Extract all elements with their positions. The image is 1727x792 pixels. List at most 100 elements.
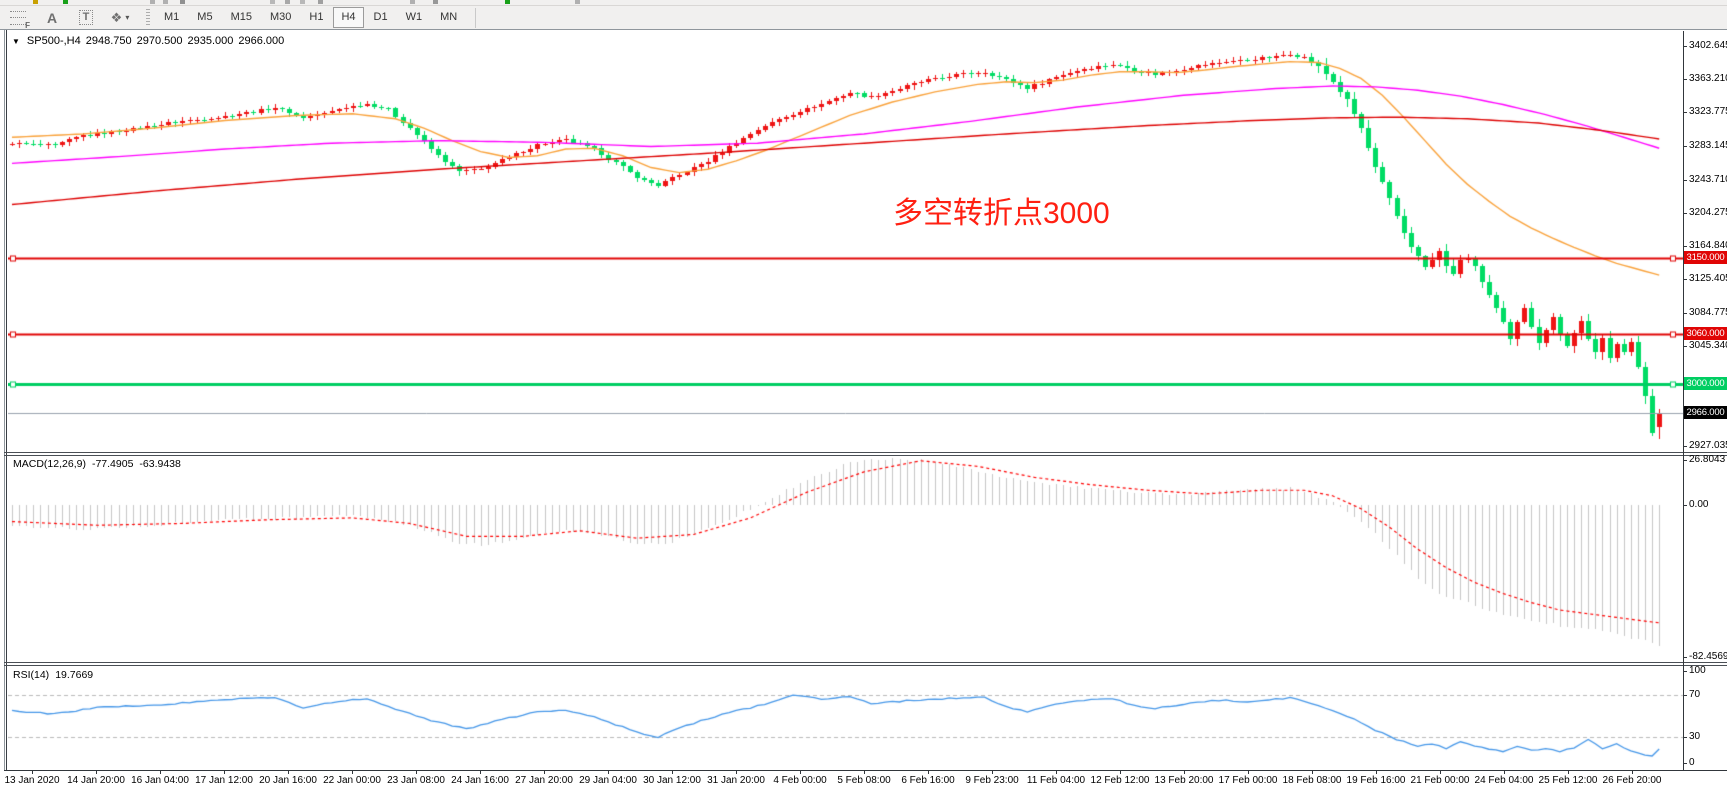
date-tick-label: 31 Jan 20:00 (707, 775, 765, 786)
macd-tick-mark (1683, 505, 1687, 506)
fibonacci-icon: F (10, 10, 30, 30)
clipped-icon (180, 0, 185, 4)
clipped-icon (433, 0, 438, 4)
date-axis-border (4, 770, 1727, 771)
date-tick-label: 9 Feb 23:00 (965, 775, 1019, 786)
macd-tick-mark (1683, 460, 1687, 461)
date-tick-label: 25 Feb 12:00 (1538, 775, 1598, 786)
low-value: 2935.000 (187, 35, 234, 47)
date-tick-mark (1120, 770, 1121, 774)
chart-frame-top (0, 29, 1727, 30)
date-tick-mark (1376, 770, 1377, 774)
date-tick-mark (32, 770, 33, 774)
date-tick-label: 24 Feb 04:00 (1474, 775, 1534, 786)
date-tick-mark (1440, 770, 1441, 774)
clipped-icon (285, 0, 290, 4)
date-tick-mark (672, 770, 673, 774)
price-tick-label: 3283.145 (1689, 140, 1727, 151)
date-tick-label: 18 Feb 08:00 (1282, 775, 1342, 786)
date-tick-label: 30 Jan 12:00 (643, 775, 701, 786)
collapse-triangle-icon[interactable]: ▼ (12, 36, 20, 46)
toolbar-divider (475, 7, 477, 28)
date-tick-label: 14 Jan 20:00 (67, 775, 125, 786)
toolbar-separator[interactable] (146, 8, 150, 27)
date-tick-mark (352, 770, 353, 774)
date-tick-mark (1184, 770, 1185, 774)
macd-value: -77.4905 (91, 458, 134, 470)
price-badge-3150.000: 3150.000 (1684, 251, 1727, 264)
date-tick-label: 4 Feb 00:00 (773, 775, 827, 786)
timeframe-button-h4[interactable]: H4 (333, 7, 364, 28)
date-tick-label: 27 Jan 20:00 (515, 775, 573, 786)
date-tick-mark (544, 770, 545, 774)
timeframe-button-m1[interactable]: M1 (164, 11, 180, 23)
date-tick-label: 12 Feb 12:00 (1090, 775, 1150, 786)
rsi-panel-separator[interactable] (4, 662, 1727, 663)
price-tick-mark (1683, 146, 1687, 147)
price-tick-label: 2927.035 (1689, 440, 1727, 451)
fibonacci-tool-button[interactable]: F (8, 8, 30, 30)
macd-tick-label: 0.00 (1689, 499, 1709, 510)
clipped-icon (505, 0, 510, 4)
price-tick-mark (1683, 346, 1687, 347)
macd-label: MACD(12,26,9) -77.4905 -63.9438 (13, 458, 181, 470)
timeframe-button-d1[interactable]: D1 (373, 11, 388, 23)
text-label-tool-button[interactable]: A (42, 8, 62, 28)
timeframe-button-h1[interactable]: H1 (309, 11, 324, 23)
open-value: 2948.750 (85, 35, 132, 47)
date-tick-mark (608, 770, 609, 774)
symbol-period-label: SP500-,H4 (26, 35, 81, 47)
date-tick-mark (864, 770, 865, 774)
date-tick-label: 11 Feb 04:00 (1026, 775, 1086, 786)
date-tick-mark (1056, 770, 1057, 774)
chart-annotation-text[interactable]: 多空转折点3000 (893, 197, 1110, 230)
rsi-value: 19.7669 (55, 669, 94, 681)
clipped-icon (270, 0, 275, 4)
main-chart-canvas[interactable] (8, 31, 1683, 770)
date-tick-mark (416, 770, 417, 774)
date-tick-mark (1632, 770, 1633, 774)
date-tick-label: 29 Jan 04:00 (579, 775, 637, 786)
date-tick-mark (736, 770, 737, 774)
price-tick-mark (1683, 313, 1687, 314)
date-tick-mark (928, 770, 929, 774)
date-tick-label: 19 Feb 16:00 (1346, 775, 1406, 786)
price-tick-label: 3125.405 (1689, 273, 1727, 284)
clipped-main-toolbar (0, 0, 1727, 6)
rsi-tick-label: 30 (1689, 731, 1701, 742)
timeframe-button-m5[interactable]: M5 (197, 11, 213, 23)
price-tick-label: 3164.840 (1689, 240, 1727, 251)
chart-frame-left-highlight (5, 30, 7, 770)
text-label-icon: A (46, 9, 58, 26)
timeframe-button-m15[interactable]: M15 (230, 11, 252, 23)
date-tick-mark (288, 770, 289, 774)
price-tick-mark (1683, 79, 1687, 80)
timeframe-button-w1[interactable]: W1 (405, 11, 423, 23)
rsi-tick-mark (1683, 763, 1687, 764)
date-tick-mark (1248, 770, 1249, 774)
price-tick-mark (1683, 213, 1687, 214)
high-value: 2970.500 (136, 35, 183, 47)
date-tick-mark (992, 770, 993, 774)
date-tick-label: 23 Jan 08:00 (387, 775, 445, 786)
date-tick-mark (1312, 770, 1313, 774)
date-tick-label: 24 Jan 16:00 (451, 775, 509, 786)
date-tick-mark (160, 770, 161, 774)
shapes-icon: ❖ (110, 9, 123, 25)
macd-tick-label: -82.4569 (1689, 651, 1727, 662)
clipped-icon (410, 0, 415, 4)
date-tick-mark (480, 770, 481, 774)
chart-toolbar: F A T ❖ ▾ M1 M5 M15 M30 H1 H4 D1 W1 MN (0, 6, 1727, 30)
price-tick-label: 3204.275 (1689, 207, 1727, 218)
clipped-icon (63, 0, 68, 4)
text-box-tool-button[interactable]: T (76, 8, 96, 28)
timeframe-button-mn[interactable]: MN (440, 11, 458, 23)
chevron-down-icon[interactable]: ▾ (125, 13, 130, 22)
timeframe-button-m30[interactable]: M30 (269, 11, 292, 23)
rsi-tick-label: 70 (1689, 689, 1701, 700)
shapes-tool-button[interactable]: ❖ ▾ (110, 8, 130, 28)
price-axis-border (1683, 31, 1684, 770)
date-tick-label: 16 Jan 04:00 (131, 775, 189, 786)
macd-panel-separator[interactable] (4, 452, 1727, 453)
date-tick-mark (800, 770, 801, 774)
